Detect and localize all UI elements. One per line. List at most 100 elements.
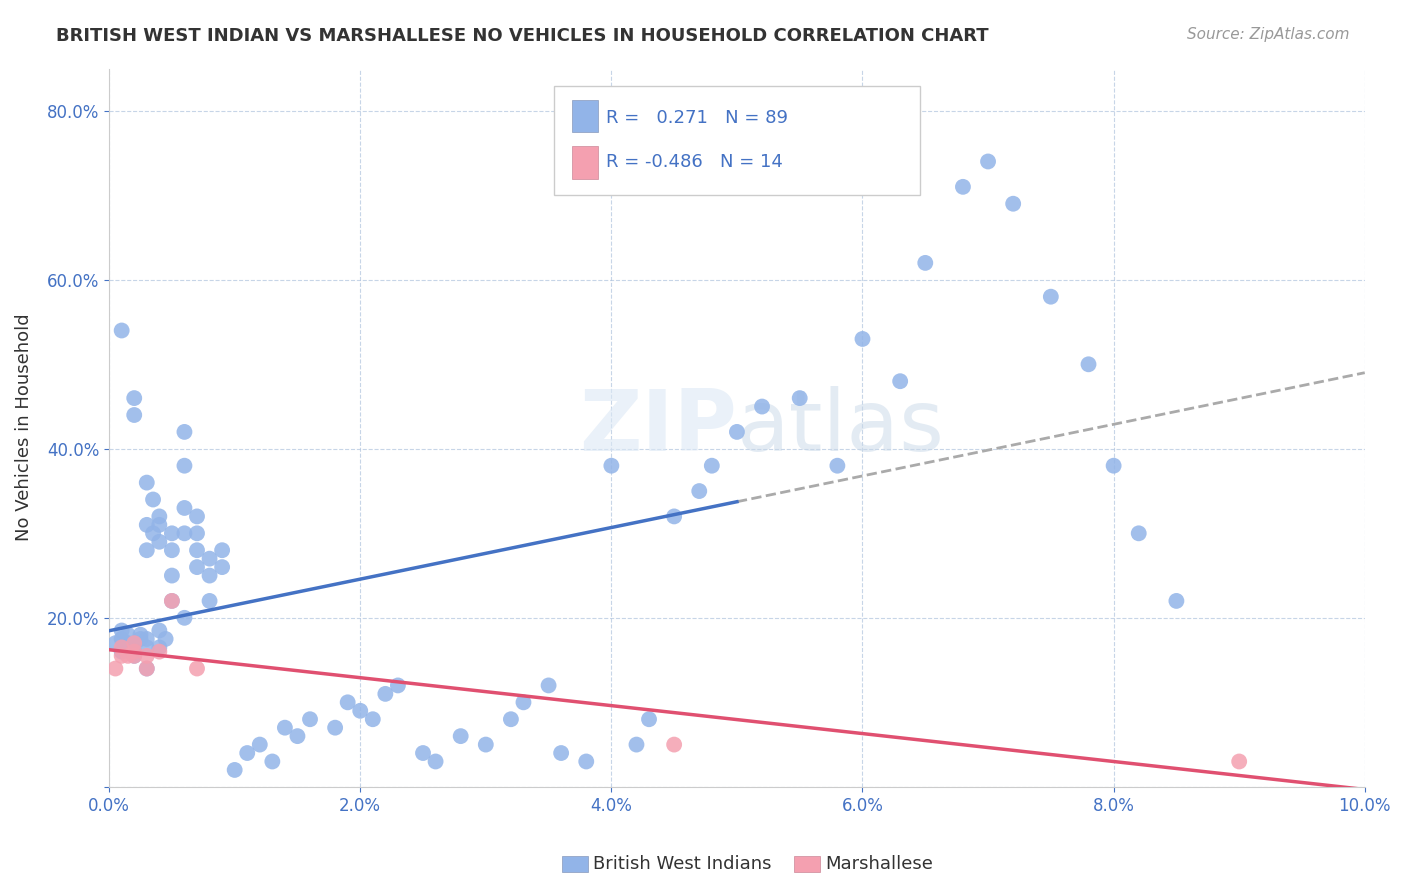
Point xyxy=(122,636,145,650)
Point xyxy=(499,712,522,726)
Point xyxy=(1002,196,1025,211)
Point xyxy=(1128,526,1150,541)
Point xyxy=(537,678,560,692)
Point xyxy=(387,678,409,692)
Point xyxy=(155,632,177,646)
Point xyxy=(117,628,139,642)
Point xyxy=(889,374,911,388)
Point xyxy=(148,534,170,549)
Text: Source: ZipAtlas.com: Source: ZipAtlas.com xyxy=(1187,27,1350,42)
Point xyxy=(135,517,157,532)
Point xyxy=(173,611,195,625)
Point xyxy=(700,458,723,473)
Point xyxy=(122,648,145,663)
Point xyxy=(412,746,434,760)
Point xyxy=(186,509,208,524)
Point xyxy=(111,648,134,663)
Point xyxy=(262,755,284,769)
Point xyxy=(600,458,623,473)
Point xyxy=(135,640,157,655)
Point xyxy=(142,492,165,507)
Point xyxy=(173,458,195,473)
Point xyxy=(626,738,648,752)
Point xyxy=(1166,594,1188,608)
Point xyxy=(249,738,271,752)
Point xyxy=(236,746,259,760)
Point xyxy=(122,408,145,422)
Point xyxy=(160,543,183,558)
Point xyxy=(1227,755,1250,769)
Text: R =   0.271   N = 89: R = 0.271 N = 89 xyxy=(606,109,789,128)
Point xyxy=(173,425,195,439)
Point xyxy=(662,509,685,524)
Point xyxy=(977,154,1000,169)
Point xyxy=(135,661,157,675)
Point xyxy=(789,391,811,405)
Point xyxy=(111,324,134,338)
Point xyxy=(135,543,157,558)
Point xyxy=(475,738,498,752)
Point xyxy=(122,391,145,405)
Point xyxy=(135,648,157,663)
Point xyxy=(575,755,598,769)
Point xyxy=(211,560,233,574)
Point xyxy=(450,729,472,743)
Point xyxy=(186,661,208,675)
Point xyxy=(725,425,748,439)
Point xyxy=(323,721,346,735)
Point xyxy=(122,645,145,659)
Point xyxy=(148,645,170,659)
Point xyxy=(186,560,208,574)
Point xyxy=(173,526,195,541)
Point xyxy=(662,738,685,752)
Point xyxy=(198,594,221,608)
Point xyxy=(135,632,157,646)
Point xyxy=(298,712,321,726)
Point xyxy=(751,400,773,414)
Point xyxy=(198,568,221,582)
Point xyxy=(104,661,127,675)
Point xyxy=(638,712,661,726)
Point xyxy=(111,640,134,655)
Text: BRITISH WEST INDIAN VS MARSHALLESE NO VEHICLES IN HOUSEHOLD CORRELATION CHART: BRITISH WEST INDIAN VS MARSHALLESE NO VE… xyxy=(56,27,988,45)
Text: Marshallese: Marshallese xyxy=(825,855,934,873)
Point xyxy=(186,543,208,558)
Point xyxy=(224,763,246,777)
Point xyxy=(361,712,384,726)
Point xyxy=(349,704,371,718)
Point xyxy=(111,624,134,638)
Point xyxy=(287,729,309,743)
Point xyxy=(148,624,170,638)
Point xyxy=(1077,357,1099,371)
Point xyxy=(425,755,447,769)
Point xyxy=(117,636,139,650)
Point xyxy=(198,551,221,566)
Point xyxy=(135,475,157,490)
Point xyxy=(160,568,183,582)
Point xyxy=(186,526,208,541)
Point xyxy=(336,695,359,709)
Y-axis label: No Vehicles in Household: No Vehicles in Household xyxy=(15,314,32,541)
Point xyxy=(111,645,134,659)
Text: R = -0.486   N = 14: R = -0.486 N = 14 xyxy=(606,153,783,171)
Point xyxy=(827,458,849,473)
Point xyxy=(914,256,936,270)
Point xyxy=(1039,290,1062,304)
Point xyxy=(129,628,152,642)
Point xyxy=(122,648,145,663)
Point xyxy=(160,594,183,608)
Point xyxy=(129,632,152,646)
Point xyxy=(148,640,170,655)
Point xyxy=(374,687,396,701)
Point xyxy=(160,526,183,541)
Point xyxy=(142,526,165,541)
Text: ZIP: ZIP xyxy=(579,386,737,469)
Point xyxy=(122,636,145,650)
Point xyxy=(173,500,195,515)
Point xyxy=(111,632,134,646)
Point xyxy=(851,332,873,346)
Point xyxy=(952,179,974,194)
Point xyxy=(1102,458,1125,473)
Text: British West Indians: British West Indians xyxy=(593,855,772,873)
Point xyxy=(274,721,297,735)
